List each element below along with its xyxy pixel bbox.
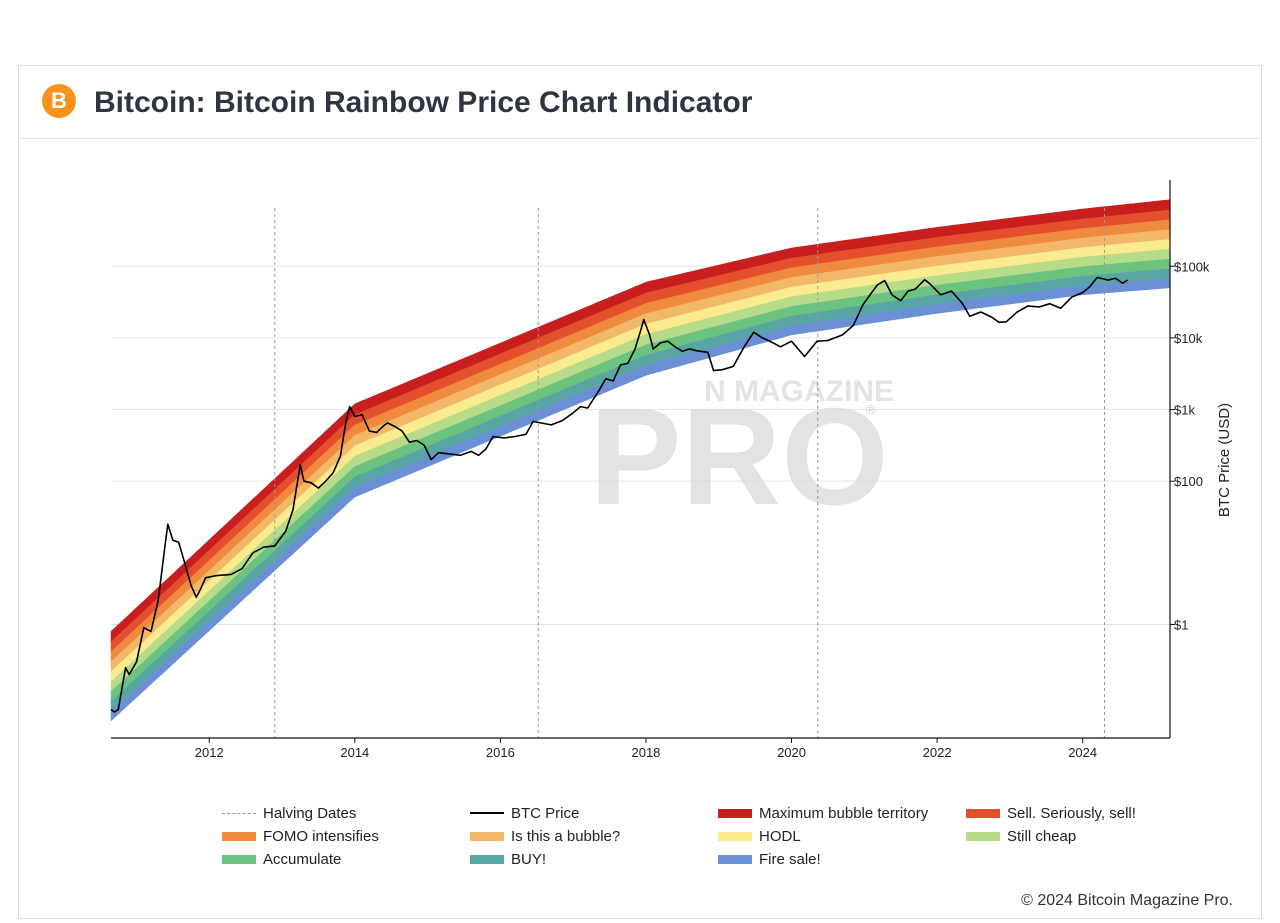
legend-item-buy[interactable]: BUY!	[470, 849, 546, 869]
legend-item-maximum-bubble-territory[interactable]: Maximum bubble territory	[718, 803, 928, 823]
legend-label: Still cheap	[1007, 827, 1077, 845]
legend-swatch	[966, 831, 1000, 841]
copyright-text: © 2024 Bitcoin Magazine Pro.	[1021, 892, 1233, 909]
legend-label: Halving Dates	[263, 804, 357, 822]
y-tick-label: $1	[1174, 617, 1188, 632]
card-header: B Bitcoin: Bitcoin Rainbow Price Chart I…	[19, 66, 1261, 139]
watermark-magazine-text: N MAGAZINE	[704, 375, 894, 408]
watermark-pro-text: PRO	[589, 380, 888, 534]
legend-item-sell-seriously-sell[interactable]: Sell. Seriously, sell!	[966, 803, 1136, 823]
x-tick-label: 2014	[340, 745, 369, 760]
y-tick-label: $100	[1174, 474, 1203, 489]
btc-price-line[interactable]	[110, 276, 1129, 713]
legend-swatch	[966, 808, 1000, 818]
chart-card: B Bitcoin: Bitcoin Rainbow Price Chart I…	[18, 65, 1262, 919]
legend-label: BUY!	[511, 850, 547, 868]
legend-label: Accumulate	[263, 850, 342, 868]
bitcoin-logo-icon: B	[42, 84, 76, 118]
watermark-registered-mark: ®	[866, 402, 876, 417]
x-tick-label: 2016	[486, 745, 515, 760]
y-tick-label: $100k	[1174, 259, 1210, 274]
legend-item-fire-sale[interactable]: Fire sale!	[718, 849, 821, 869]
legend-label: Fire sale!	[759, 850, 821, 868]
legend-swatch	[718, 854, 752, 864]
x-tick-label: 2018	[631, 745, 660, 760]
legend-swatch	[718, 831, 752, 841]
y-tick-label: $10k	[1174, 331, 1203, 346]
x-tick-label: 2012	[195, 745, 224, 760]
legend-label: FOMO intensifies	[263, 827, 379, 845]
x-tick-label: 2024	[1068, 745, 1097, 760]
legend-swatch	[222, 831, 256, 841]
legend-swatch	[470, 812, 504, 814]
page-title: Bitcoin: Bitcoin Rainbow Price Chart Ind…	[94, 86, 753, 119]
legend-item-still-cheap[interactable]: Still cheap	[966, 826, 1076, 846]
legend-item-fomo-intensifies[interactable]: FOMO intensifies	[222, 826, 379, 846]
legend-swatch	[222, 812, 256, 814]
x-tick-label: 2022	[923, 745, 952, 760]
legend-label: HODL	[759, 827, 801, 845]
legend-swatch	[222, 854, 256, 864]
legend-item-halving-dates[interactable]: Halving Dates	[222, 803, 356, 823]
legend-label: Is this a bubble?	[511, 827, 621, 845]
y-tick-label: $1k	[1174, 403, 1195, 418]
x-tick-label: 2020	[777, 745, 806, 760]
legend-item-is-this-a-bubble[interactable]: Is this a bubble?	[470, 826, 620, 846]
legend-item-accumulate[interactable]: Accumulate	[222, 849, 341, 869]
legend-swatch	[470, 831, 504, 841]
y-axis-title: BTC Price (USD)	[1216, 403, 1233, 517]
legend-label: Maximum bubble territory	[759, 804, 929, 822]
legend-label: Sell. Seriously, sell!	[1007, 804, 1136, 822]
legend-swatch	[470, 854, 504, 864]
legend-swatch	[718, 808, 752, 818]
legend-label: BTC Price	[511, 804, 580, 822]
legend-item-btc-price[interactable]: BTC Price	[470, 803, 579, 823]
legend-item-hodl[interactable]: HODL	[718, 826, 801, 846]
